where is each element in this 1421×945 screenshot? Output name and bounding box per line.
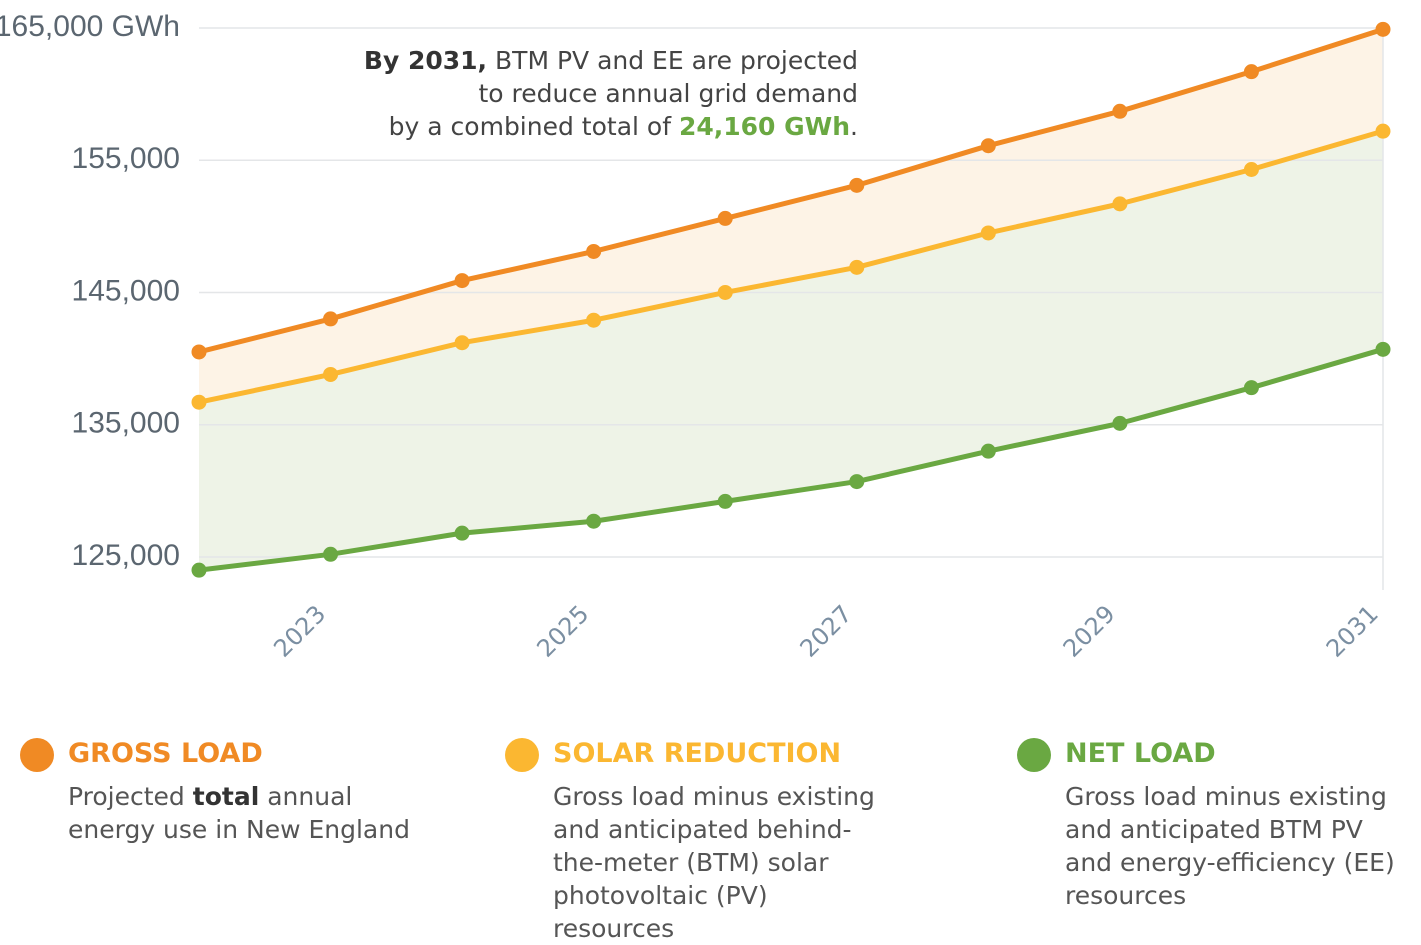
annotation-end: .: [850, 112, 858, 141]
point: [1112, 196, 1128, 212]
point: [1375, 341, 1391, 357]
y-tick-label: 145,000: [72, 274, 180, 307]
x-tick-label: 2027: [795, 600, 858, 663]
annotation-line: by a combined total of: [388, 112, 672, 141]
point: [454, 525, 470, 541]
point: [849, 474, 865, 490]
y-tick-label: 165,000 GWh: [0, 10, 180, 43]
y-tick-label: 155,000: [72, 142, 180, 175]
annotation: By 2031, BTM PV and EE are projected to …: [364, 44, 858, 143]
point: [1112, 103, 1128, 119]
legend-item: SOLAR REDUCTION Gross load minus existin…: [505, 736, 905, 945]
point: [849, 259, 865, 275]
point: [849, 177, 865, 193]
annotation-line: to reduce annual grid demand: [478, 79, 858, 108]
point: [191, 394, 207, 410]
point: [717, 210, 733, 226]
band: [199, 29, 1383, 403]
line: [198, 346, 1384, 573]
point: [1243, 380, 1259, 396]
x-tick-label: 2031: [1321, 600, 1384, 663]
annotation-lead: By 2031,: [363, 46, 488, 75]
legend-swatch: [505, 738, 539, 772]
legend-description: Gross load minus existing and anticipate…: [1065, 782, 1395, 910]
y-tick-label: 125,000: [72, 539, 180, 572]
point: [1375, 21, 1391, 37]
point: [191, 344, 207, 360]
legend-name: SOLAR REDUCTION: [553, 738, 842, 769]
legend-description: Gross load minus existing and anticipate…: [553, 782, 875, 943]
point: [980, 443, 996, 459]
desc-text: Projected: [68, 782, 185, 811]
point: [323, 546, 339, 562]
point: [717, 284, 733, 300]
point: [980, 225, 996, 241]
legend-item: NET LOAD Gross load minus existing and a…: [1017, 736, 1417, 912]
point: [323, 311, 339, 327]
x-tick-label: 2029: [1058, 600, 1121, 663]
x-tick-label: 2025: [531, 600, 594, 663]
line: [198, 26, 1384, 355]
point: [1375, 123, 1391, 139]
legend-name: GROSS LOAD: [68, 738, 263, 769]
annotation-line: BTM PV and EE are projected: [495, 46, 858, 75]
annotation-highlight: 24,160 GWh: [678, 112, 851, 141]
point: [454, 273, 470, 289]
point: [586, 312, 602, 328]
line: [198, 128, 1384, 405]
legend-swatch: [20, 738, 54, 772]
point: [454, 335, 470, 351]
point: [191, 562, 207, 578]
legend-swatch: [1017, 738, 1051, 772]
chart: 125,000 135,000 145,000 155,000 165,000 GWh 2…: [0, 10, 1391, 663]
point: [586, 243, 602, 259]
point: [980, 138, 996, 154]
desc-text: annual energy use in New England: [68, 782, 410, 844]
band: [199, 131, 1383, 571]
x-tick-label: 2023: [268, 600, 331, 663]
point: [586, 513, 602, 529]
point: [1112, 415, 1128, 431]
point: [323, 366, 339, 382]
point: [1243, 64, 1259, 80]
desc-bold: total: [192, 782, 260, 811]
y-tick-label: 135,000: [72, 407, 180, 440]
legend-description: Projected total annual energy use in New…: [68, 780, 428, 846]
point: [1243, 161, 1259, 177]
point: [717, 493, 733, 509]
legend-name: NET LOAD: [1065, 738, 1216, 769]
legend-item: GROSS LOAD Projected total annual energy…: [20, 736, 420, 846]
page: 125,000 135,000 145,000 155,000 165,000 GWh 2…: [0, 9, 1417, 943]
